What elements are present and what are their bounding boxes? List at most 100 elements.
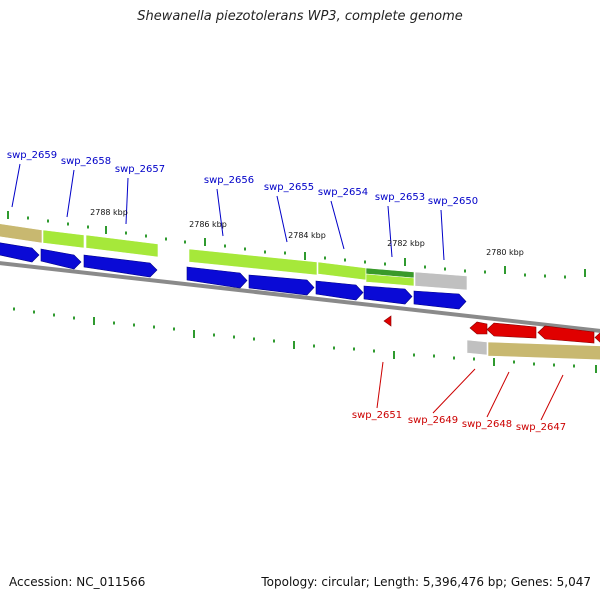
- kbp-label: 2780 kbp: [486, 248, 524, 257]
- gene-label-swp_2651: swp_2651: [352, 410, 402, 421]
- kbp-label: 2784 kbp: [288, 231, 326, 240]
- tick-mark: [373, 349, 375, 353]
- label-leader-line: [216, 188, 224, 237]
- tick-mark: [595, 365, 597, 373]
- kbp-label: 2788 kbp: [90, 208, 128, 217]
- tick-mark: [513, 360, 515, 364]
- gene-label-swp_2654: swp_2654: [318, 187, 368, 198]
- label-leader-line: [125, 177, 129, 225]
- tick-mark: [413, 353, 415, 357]
- label-leader-line: [440, 209, 445, 261]
- cog-segment: [0, 223, 43, 244]
- gene-label-swp_2659: swp_2659: [7, 150, 57, 161]
- label-leader-line: [432, 368, 476, 414]
- tick-mark: [133, 323, 135, 327]
- tick-mark: [113, 321, 115, 325]
- tick-mark: [533, 362, 535, 366]
- cog-segment: [365, 273, 415, 287]
- tick-mark: [204, 238, 206, 246]
- tick-mark: [504, 266, 506, 274]
- label-leader-line: [540, 374, 564, 421]
- tick-mark: [584, 269, 586, 277]
- label-leader-line: [11, 163, 21, 208]
- tick-mark: [145, 234, 147, 238]
- label-leader-line: [376, 361, 384, 409]
- tick-mark: [564, 275, 566, 279]
- tick-mark: [524, 273, 526, 277]
- cog-track: [0, 223, 600, 361]
- tick-mark: [73, 316, 75, 320]
- tick-mark: [544, 274, 546, 278]
- genome-summary-text: Topology: circular; Length: 5,396,476 bp…: [261, 575, 591, 589]
- forward-cds-arrow: [83, 254, 158, 278]
- cog-segment: [188, 248, 318, 276]
- tick-mark: [173, 327, 175, 331]
- tick-mark: [53, 313, 55, 317]
- gene-label-swp_2648: swp_2648: [462, 419, 512, 430]
- tick-mark: [244, 247, 246, 251]
- tick-mark: [184, 240, 186, 244]
- tick-mark: [424, 265, 426, 269]
- tick-mark: [67, 222, 69, 226]
- cog-segment: [85, 234, 159, 258]
- gene-label-swp_2650: swp_2650: [428, 196, 478, 207]
- tick-mark: [153, 325, 155, 329]
- reverse-cds-arrow: [594, 332, 600, 343]
- tick-mark: [93, 317, 95, 325]
- tick-mark: [384, 262, 386, 266]
- label-leader-line: [486, 371, 510, 418]
- label-leader-line: [276, 195, 288, 243]
- tick-mark: [473, 357, 475, 361]
- reverse-cds-arrow: [537, 325, 595, 344]
- cog-segment: [42, 229, 85, 249]
- tick-mark: [125, 231, 127, 235]
- tick-mark: [273, 339, 275, 343]
- tick-mark: [464, 269, 466, 273]
- gene-label-swp_2647: swp_2647: [516, 422, 566, 433]
- gene-label-swp_2649: swp_2649: [408, 415, 458, 426]
- cog-segment: [466, 339, 488, 356]
- tick-mark: [193, 330, 195, 338]
- tick-mark: [33, 310, 35, 314]
- tick-mark: [13, 307, 15, 311]
- gene-label-swp_2657: swp_2657: [115, 164, 165, 175]
- tick-mark: [573, 364, 575, 368]
- gene-labels: swp_2659 swp_2658 swp_2657 swp_2656 swp_2655…: [7, 150, 566, 433]
- reverse-cds-arrow: [469, 321, 488, 335]
- map-title: Shewanella piezotolerans WP3, complete g…: [137, 9, 463, 24]
- tick-mark: [404, 258, 406, 266]
- tick-mark: [87, 225, 89, 229]
- tick-mark: [224, 244, 226, 248]
- reverse-cds-arrow: [383, 315, 392, 327]
- tick-mark: [105, 226, 107, 234]
- cog-segment: [414, 271, 468, 291]
- tick-mark: [324, 256, 326, 260]
- reverse-cds-arrow: [486, 322, 537, 339]
- forward-cds-arrow: [363, 285, 413, 305]
- forward-cds-arrow: [413, 290, 467, 310]
- tick-mark: [333, 346, 335, 350]
- kbp-label: 2786 kbp: [189, 220, 227, 229]
- forward-cds-arrow: [0, 242, 40, 263]
- label-leader-line: [387, 205, 393, 258]
- tick-mark: [444, 267, 446, 271]
- forward-cds-arrow: [40, 248, 82, 270]
- tick-mark: [433, 354, 435, 358]
- tick-mark: [304, 252, 306, 260]
- gene-label-swp_2655: swp_2655: [264, 182, 314, 193]
- label-leader-line: [330, 200, 345, 250]
- tick-mark: [7, 211, 9, 219]
- tick-mark: [484, 270, 486, 274]
- tick-mark: [344, 258, 346, 262]
- forward-cds-arrow: [248, 274, 315, 296]
- accession-text: Accession: NC_011566: [9, 575, 146, 589]
- tick-mark: [213, 333, 215, 337]
- tick-mark: [453, 356, 455, 360]
- gene-label-swp_2653: swp_2653: [375, 192, 425, 203]
- tick-mark: [364, 260, 366, 264]
- forward-cds-arrow: [315, 280, 364, 301]
- tick-mark: [264, 250, 266, 254]
- tick-mark: [47, 219, 49, 223]
